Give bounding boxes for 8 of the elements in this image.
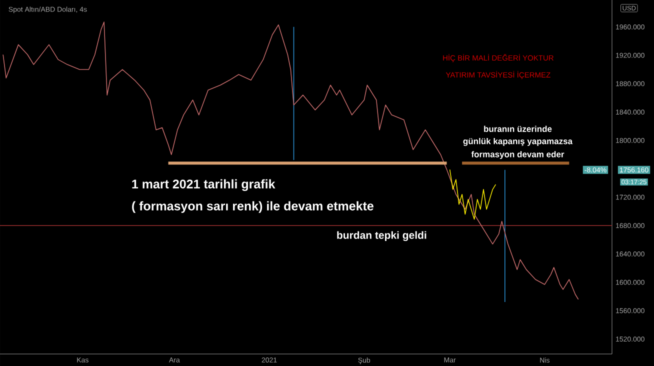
annotation: günlük kapanış yapamazsa	[463, 138, 573, 146]
line-series	[2, 22, 579, 300]
line-series	[449, 169, 496, 220]
annotation: ( formasyon sarı renk) ile devam etmekte	[132, 201, 374, 213]
annotation: burdan tepki geldi	[337, 231, 426, 242]
annotation: 1 mart 2021 tarihli grafik	[132, 179, 276, 191]
annotation: buranın üzerinde	[484, 126, 552, 132]
annotation: formasyon devam eder	[471, 151, 564, 159]
